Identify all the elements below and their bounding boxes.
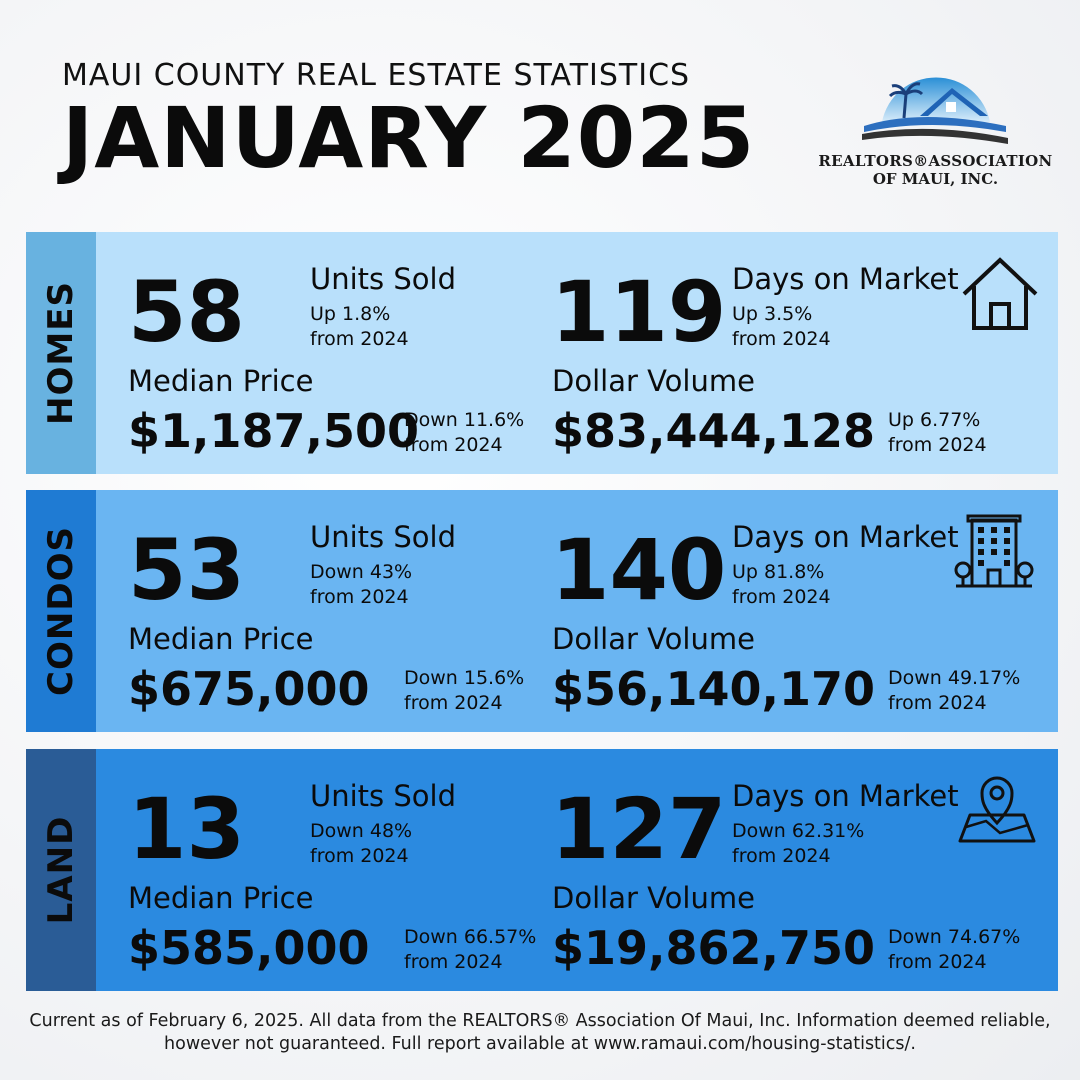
condos-stats: 53 Units Sold Down 43% from 2024 140 Day…	[96, 490, 1058, 732]
disclaimer-footer: Current as of February 6, 2025. All data…	[20, 1010, 1060, 1056]
realtors-association-logo: REALTORS®ASSOCIATION OF MAUI, INC.	[818, 60, 1053, 190]
units-sold-change: Up 1.8%	[310, 303, 391, 325]
land-side-tab: LAND	[26, 749, 96, 991]
units-sold-label: Units Sold	[310, 779, 456, 813]
logo-text-line1: REALTORS®ASSOCIATION	[818, 152, 1053, 170]
units-sold-value: 13	[128, 780, 245, 878]
logo-text-line2: OF MAUI, INC.	[872, 170, 999, 188]
median-price-value: $1,187,500	[128, 404, 420, 458]
section-name: LAND	[41, 815, 81, 925]
median-price-label: Median Price	[128, 881, 314, 915]
house-icon	[962, 257, 1038, 330]
dollar-volume-label: Dollar Volume	[552, 881, 755, 915]
land-stats: 13 Units Sold Down 48% from 2024 127 Day…	[96, 749, 1058, 991]
dollar-volume-ref: from 2024	[888, 434, 987, 456]
homes-side-tab: HOMES	[26, 232, 96, 474]
median-price-change: Down 15.6%	[404, 667, 525, 689]
days-on-market-label: Days on Market	[732, 779, 959, 813]
section-name: HOMES	[41, 281, 81, 425]
dollar-volume-change: Down 74.67%	[888, 926, 1021, 948]
days-on-market-ref: from 2024	[732, 586, 831, 608]
units-sold-ref: from 2024	[310, 328, 409, 350]
days-on-market-value: 119	[551, 263, 727, 361]
dollar-volume-label: Dollar Volume	[552, 622, 755, 656]
dollar-volume-value: $83,444,128	[552, 404, 876, 458]
median-price-change: Down 11.6%	[404, 409, 525, 431]
days-on-market-change: Down 62.31%	[732, 820, 865, 842]
median-price-ref: from 2024	[404, 692, 503, 714]
units-sold-value: 53	[128, 521, 245, 619]
days-on-market-label: Days on Market	[732, 262, 959, 296]
page-title: JANUARY 2025	[62, 89, 756, 187]
days-on-market-change: Up 3.5%	[732, 303, 813, 325]
homes-panel: HOMES 58 Units Sold Up 1.8% from 2024 11…	[26, 232, 1058, 474]
median-price-value: $675,000	[128, 662, 370, 716]
dollar-volume-label: Dollar Volume	[552, 364, 755, 398]
dollar-volume-value: $19,862,750	[552, 921, 876, 975]
dollar-volume-change: Down 49.17%	[888, 667, 1021, 689]
condos-side-tab: CONDOS	[26, 490, 96, 732]
units-sold-ref: from 2024	[310, 586, 409, 608]
days-on-market-label: Days on Market	[732, 520, 959, 554]
median-price-label: Median Price	[128, 622, 314, 656]
land-panel: LAND 13 Units Sold Down 48% from 2024 12…	[26, 749, 1058, 991]
footer-line2: however not guaranteed. Full report avai…	[164, 1034, 916, 1054]
section-name: CONDOS	[41, 526, 81, 696]
units-sold-ref: from 2024	[310, 845, 409, 867]
header-kicker: MAUI COUNTY REAL ESTATE STATISTICS	[62, 58, 691, 93]
map-pin-icon	[958, 776, 1036, 843]
units-sold-label: Units Sold	[310, 520, 456, 554]
median-price-value: $585,000	[128, 921, 370, 975]
days-on-market-value: 127	[551, 780, 727, 878]
footer-line1: Current as of February 6, 2025. All data…	[29, 1011, 1051, 1031]
dollar-volume-change: Up 6.77%	[888, 409, 981, 431]
days-on-market-change: Up 81.8%	[732, 561, 825, 583]
days-on-market-value: 140	[551, 521, 727, 619]
units-sold-change: Down 48%	[310, 820, 413, 842]
units-sold-value: 58	[128, 263, 245, 361]
condos-panel: CONDOS 53 Units Sold Down 43% from 2024 …	[26, 490, 1058, 732]
dollar-volume-ref: from 2024	[888, 692, 987, 714]
median-price-change: Down 66.57%	[404, 926, 537, 948]
median-price-ref: from 2024	[404, 434, 503, 456]
homes-stats: 58 Units Sold Up 1.8% from 2024 119 Days…	[96, 232, 1058, 474]
units-sold-change: Down 43%	[310, 561, 413, 583]
days-on-market-ref: from 2024	[732, 845, 831, 867]
days-on-market-ref: from 2024	[732, 328, 831, 350]
median-price-label: Median Price	[128, 364, 314, 398]
units-sold-label: Units Sold	[310, 262, 456, 296]
median-price-ref: from 2024	[404, 951, 503, 973]
logo-emblem-icon	[862, 77, 1008, 144]
dollar-volume-value: $56,140,170	[552, 662, 876, 716]
apartment-building-icon	[954, 514, 1034, 588]
dollar-volume-ref: from 2024	[888, 951, 987, 973]
